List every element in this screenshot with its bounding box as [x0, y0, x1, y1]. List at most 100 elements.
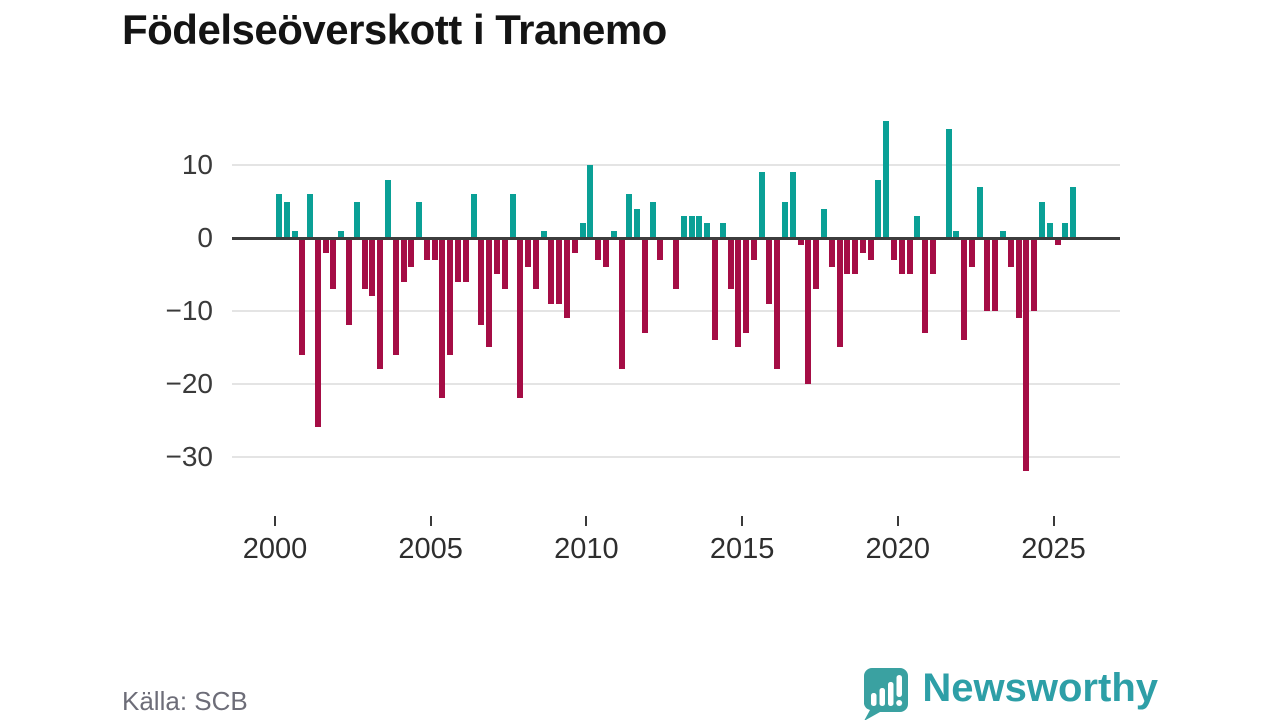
x-axis-tick-2020: [896, 516, 899, 526]
bar-2013Q4: [704, 223, 710, 238]
bar-2003Q4: [393, 238, 399, 355]
bar-2023Q4: [1016, 238, 1022, 319]
bar-2008Q4: [548, 238, 554, 304]
bar-2025Q3: [1070, 187, 1076, 238]
bar-2006Q3: [478, 238, 484, 326]
bar-2009Q1: [556, 238, 562, 304]
y-axis-label--20: −20: [165, 367, 214, 399]
bar-2009Q2: [564, 238, 570, 319]
bar-2003Q3: [385, 179, 391, 238]
bar-2014Q2: [720, 223, 726, 238]
bar-2019Q3: [883, 121, 889, 238]
bar-2007Q3: [510, 194, 516, 238]
bar-2005Q1: [432, 238, 438, 260]
bar-2011Q4: [642, 238, 648, 333]
x-axis-label-2020: 2020: [865, 533, 931, 565]
bar-2011Q2: [626, 194, 632, 238]
bar-2012Q2: [657, 238, 663, 260]
bar-2006Q2: [471, 194, 477, 238]
x-axis-label-2015: 2015: [709, 533, 775, 565]
bar-2024Q1: [1023, 238, 1029, 472]
y-axis-label-0: 0: [197, 222, 213, 253]
bar-2017Q3: [821, 208, 827, 238]
x-axis-label-2025: 2025: [1021, 533, 1086, 565]
bar-2021Q1: [930, 238, 936, 275]
bar-2015Q3: [759, 172, 765, 238]
bar-2020Q2: [907, 238, 913, 275]
bar-2022Q2: [969, 238, 975, 268]
x-axis-label-2010: 2010: [554, 533, 619, 565]
bar-2004Q2: [408, 238, 414, 268]
x-axis-tick-2005: [429, 516, 432, 526]
x-axis-tick-2000: [274, 516, 276, 526]
y-axis-label--30: −30: [165, 440, 214, 472]
bar-2007Q2: [502, 238, 508, 289]
bar-2011Q1: [619, 238, 625, 370]
bar-2006Q1: [463, 238, 469, 282]
bar-2016Q2: [782, 201, 788, 238]
bar-2018Q2: [844, 238, 850, 275]
bar-2022Q1: [961, 238, 967, 340]
bar-2003Q2: [377, 238, 383, 370]
bar-2014Q3: [728, 238, 734, 289]
bar-2017Q2: [813, 238, 819, 289]
bar-2015Q4: [766, 238, 772, 304]
gridline--30: [232, 455, 1120, 458]
bar-2010Q3: [603, 238, 609, 268]
bar-2009Q3: [572, 238, 578, 253]
bar-2015Q2: [751, 238, 757, 260]
bar-2019Q2: [875, 179, 881, 238]
bar-2001Q3: [323, 238, 329, 253]
x-axis-tick-2025: [1052, 516, 1055, 526]
brand-name: Newsworthy: [922, 666, 1158, 710]
bar-2023Q3: [1008, 238, 1014, 268]
bar-2004Q1: [401, 238, 407, 282]
bar-2005Q3: [447, 238, 453, 355]
bar-2023Q1: [992, 238, 998, 311]
bar-2004Q4: [424, 238, 430, 260]
bar-2012Q4: [673, 238, 679, 289]
bar-2020Q1: [899, 238, 905, 275]
bar-2005Q4: [455, 238, 461, 282]
gridline--20: [232, 382, 1120, 385]
bar-2006Q4: [486, 238, 492, 348]
bar-2000Q4: [299, 238, 305, 355]
bar-2011Q3: [634, 208, 640, 238]
bar-2013Q1: [681, 216, 687, 238]
bar-2022Q4: [984, 238, 990, 311]
chart-title: Födelseöverskott i Tranemo: [122, 6, 667, 53]
bar-2019Q4: [891, 238, 897, 260]
bar-2000Q1: [276, 194, 282, 238]
bar-2001Q2: [315, 238, 321, 428]
bar-2000Q2: [284, 201, 290, 238]
bar-2001Q4: [330, 238, 336, 289]
y-axis-label-10: 10: [181, 149, 213, 181]
bar-2014Q1: [712, 238, 718, 340]
bar-2008Q3: [541, 230, 547, 238]
bar-2015Q1: [743, 238, 749, 333]
bar-2004Q3: [416, 201, 422, 238]
newsworthy-brand: Newsworthy: [858, 664, 1158, 720]
bar-2025Q1: [1055, 238, 1061, 246]
bar-2013Q2: [689, 216, 695, 238]
bar-2012Q1: [650, 201, 656, 238]
bar-2014Q4: [735, 238, 741, 348]
bar-2010Q1: [587, 165, 593, 238]
bar-2024Q3: [1039, 201, 1045, 238]
bar-2022Q3: [977, 187, 983, 238]
bar-2024Q2: [1031, 238, 1037, 311]
bar-2016Q3: [790, 172, 796, 238]
bar-2025Q2: [1062, 223, 1068, 238]
bar-2009Q4: [580, 223, 586, 238]
source-label: Källa: SCB: [122, 686, 248, 716]
bar-2007Q4: [517, 238, 523, 399]
y-axis-label--10: −10: [165, 294, 214, 326]
bar-2001Q1: [307, 194, 313, 238]
bar-2003Q1: [369, 238, 375, 297]
gridline--10: [232, 309, 1120, 312]
bar-2008Q1: [525, 238, 531, 268]
bar-2019Q1: [868, 238, 874, 260]
bar-2021Q4: [953, 230, 959, 238]
bar-2002Q2: [346, 238, 352, 326]
